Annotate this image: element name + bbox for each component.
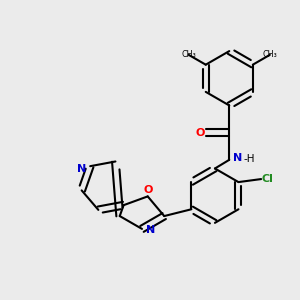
Text: N: N — [146, 225, 155, 235]
Text: N: N — [233, 153, 242, 163]
Text: -H: -H — [243, 154, 255, 164]
Text: N: N — [77, 164, 86, 174]
Text: CH₃: CH₃ — [262, 50, 277, 59]
Text: O: O — [196, 128, 205, 138]
Text: O: O — [144, 185, 153, 195]
Text: Cl: Cl — [262, 174, 274, 184]
Text: CH₃: CH₃ — [182, 50, 196, 59]
